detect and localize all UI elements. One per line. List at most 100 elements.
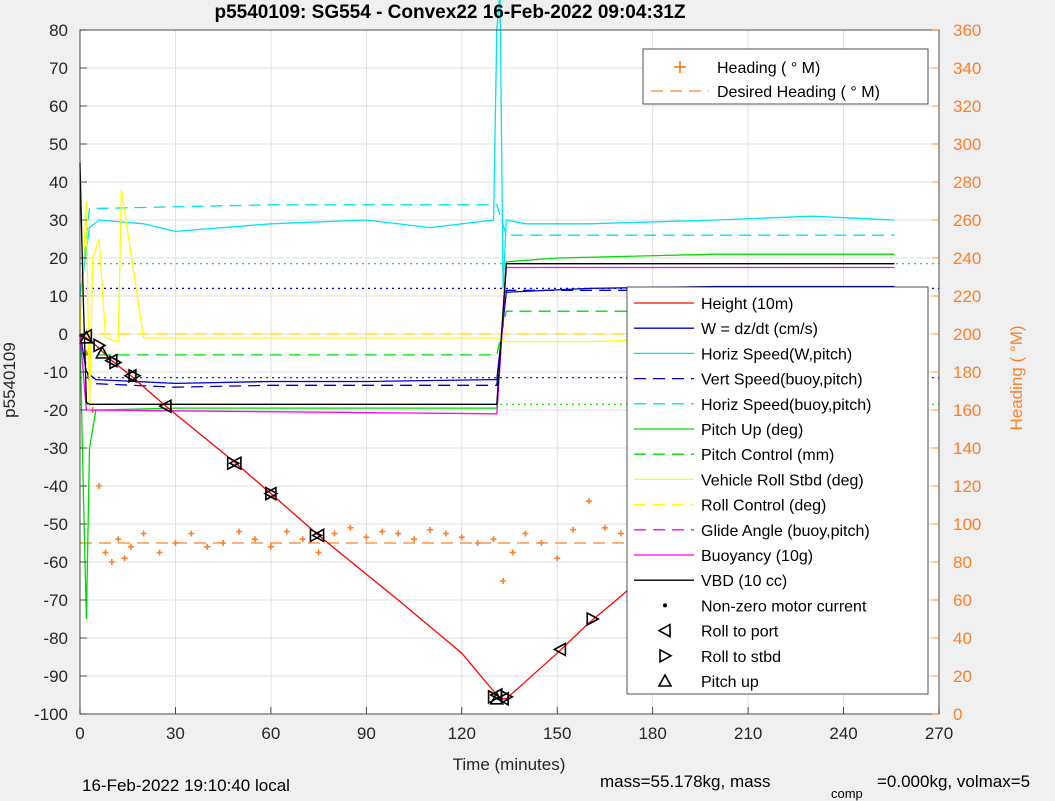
y-left-tick-label: 40 [49,173,68,192]
legend-main-label: Roll to stbd [701,649,781,666]
heading-point [115,536,122,543]
heading-point [121,555,128,562]
y-left-tick-label: 30 [49,211,68,230]
x-axis-label: Time (minutes) [453,755,566,774]
x-tick-label: 270 [925,724,953,743]
heading-point [363,534,370,541]
heading-point [347,524,354,531]
heading-point [522,530,529,537]
heading-point [283,528,290,535]
x-tick-label: 60 [261,724,280,743]
marker-roll-to-port [123,368,137,384]
x-axis: 0 30 60 90 120 150 180 210 240 270 [75,707,953,743]
heading-point [127,543,134,550]
marker-pitch-up [79,330,94,344]
y-right-tick-label: 60 [953,591,972,610]
footer-mass: mass=55.178kg, mass [600,772,771,791]
heading-point [500,578,507,584]
x-tick-label: 90 [357,724,376,743]
legend-main-symbol [657,623,671,638]
heading-point [96,483,103,489]
heading-point [442,530,449,537]
marker-roll-to-stbd [128,368,142,384]
y-right-tick-label: 260 [953,211,981,230]
marker-roll-to-port [552,642,567,657]
legend-main-symbol [663,603,667,608]
heading-point [236,528,243,535]
y-right-tick-label: 100 [953,515,981,534]
y-right-tick-label: 240 [953,249,981,268]
legend-main-label: Pitch up [701,674,759,691]
heading-point [509,549,516,556]
heading-point [617,530,624,537]
heading-point [331,530,338,537]
y-left-tick-label: -20 [43,401,68,420]
heading-point [267,543,274,550]
x-tick-label: 150 [543,724,571,743]
heading-point [156,549,163,556]
heading-point [108,559,115,565]
legend-main-label: Non-zero motor current [701,598,867,615]
y-right-tick-label: 200 [953,325,981,344]
legend-main-label: Roll to port [701,624,779,641]
y-right-tick-label: 220 [953,287,981,306]
y-right-tick-label: 80 [953,553,972,572]
legend-heading-box [642,48,929,105]
y-right-tick-label: 180 [953,363,981,382]
y-right-tick-label: 0 [953,705,962,724]
y-left-tick-label: 80 [49,21,68,40]
y-right-tick-label: 360 [953,21,981,40]
y-left-tick-label: 70 [49,59,68,78]
series-horiz-speed-buoy-pitch [79,204,895,297]
marker-roll-to-stbd [93,338,107,353]
legend-heading-label: Heading ( ° M) [717,60,820,77]
legend-main-label: W = dz/dt (cm/s) [701,321,818,338]
x-tick-label: 30 [166,724,185,743]
marker-roll-to-stbd [226,455,241,471]
heading-point [411,536,418,543]
y-right-tick-label: 160 [953,401,981,420]
legend-main-label: Horiz Speed(buoy,pitch) [701,397,871,414]
heading-point [251,536,258,543]
y-right-tick-label: 40 [953,629,972,648]
legend-main-label: Glide Angle (buoy,pitch) [701,523,870,540]
marker-roll-to-stbd [500,689,514,705]
legend-main: Height (10m) W = dz/dt (cm/s) Horiz Speed(… [626,286,929,695]
marker-roll-to-stbd [487,689,502,705]
legend-main-label: Buoyancy (10g) [701,548,813,565]
heading-point [315,549,322,556]
y-left-tick-label: -50 [43,515,68,534]
heading-point [395,530,402,537]
y-axis-left: -100-90-80-70-60-50-40-30-20-10010203040… [34,21,87,724]
chart-title: p5540109: SG554 - Convex22 16-Feb-2022 0… [214,2,685,23]
heading-point [299,536,306,543]
y-left-tick-label: -90 [43,667,68,686]
x-tick-label: 0 [75,724,84,743]
legend-heading-label: Desired Heading ( ° M) [717,84,880,101]
heading-point [570,526,577,533]
y-left-tick-label: 10 [49,287,68,306]
legend-main-box [626,286,929,695]
heading-point [102,549,109,556]
heading-point [379,528,386,535]
marker-roll-to-stbd [309,528,324,543]
y-axis-left-label: p5540109 [0,342,19,418]
legend-main-label: VBD (10 cc) [701,573,787,590]
heading-point [140,530,147,537]
legend-main-label: Roll Control (deg) [701,498,826,515]
marker-pitch-up [489,691,505,705]
y-right-tick-label: 140 [953,439,981,458]
heading-point [586,498,593,505]
marker-pitch-up [94,345,110,359]
legend-heading-symbol [674,61,686,73]
y-left-tick-label: 60 [49,97,68,116]
y-axis-right-label: Heading ( °M) [1007,325,1026,430]
legend-main-label: Height (10m) [701,296,793,313]
x-tick-label: 180 [638,724,666,743]
series-buoyancy-10g [79,266,895,415]
series-horiz-speed-w-pitch [79,0,895,297]
y-axis-right: 0 20 40 60 80 100 120 140 160 180 200 220 240 260 280 3… [932,21,981,724]
x-tick-label: 210 [734,724,762,743]
heading-point [601,524,608,531]
